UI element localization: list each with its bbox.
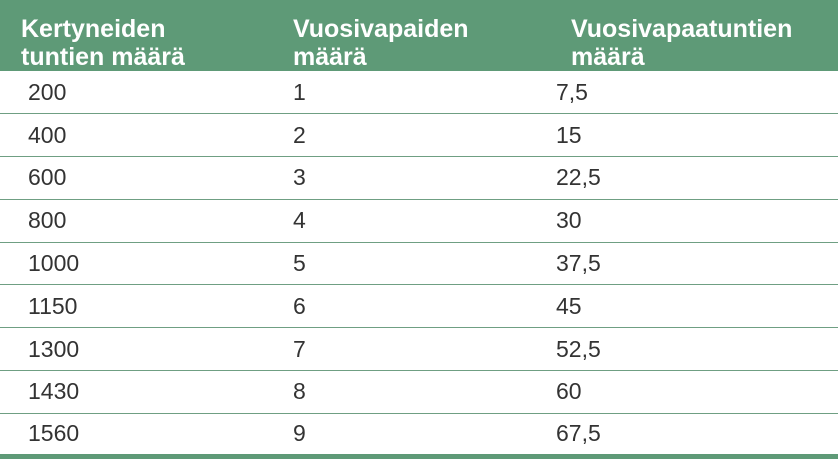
- table-header: Kertyneiden tuntien määrä Vuosivapaiden …: [0, 0, 838, 71]
- cell-vacation-days: 9: [272, 413, 550, 459]
- cell-accrued-hours: 800: [0, 199, 272, 243]
- cell-accrued-hours: 1560: [0, 413, 272, 459]
- cell-vacation-days: 1: [272, 71, 550, 115]
- header-accrued-hours-line1: Kertyneiden: [21, 15, 166, 43]
- header-vacation-hours: Vuosivapaatuntien määrä: [550, 0, 838, 71]
- table-row: 200 1 7,5: [0, 71, 838, 115]
- table-row: 600 3 22,5: [0, 156, 838, 200]
- cell-vacation-hours: 45: [550, 284, 838, 329]
- table-row: 400 2 15: [0, 113, 838, 158]
- cell-vacation-hours: 37,5: [550, 242, 838, 286]
- vacation-hours-table: Kertyneiden tuntien määrä Vuosivapaiden …: [0, 0, 838, 459]
- header-vacation-days: Vuosivapaiden määrä: [272, 0, 550, 71]
- table-row: 1000 5 37,5: [0, 242, 838, 286]
- cell-accrued-hours: 600: [0, 156, 272, 200]
- cell-vacation-days: 8: [272, 370, 550, 414]
- header-vacation-days-line2: määrä: [293, 43, 367, 71]
- cell-accrued-hours: 1430: [0, 370, 272, 414]
- cell-vacation-hours: 30: [550, 199, 838, 243]
- header-accrued-hours: Kertyneiden tuntien määrä: [0, 0, 272, 71]
- header-vacation-days-line1: Vuosivapaiden: [293, 15, 469, 43]
- cell-accrued-hours: 1150: [0, 284, 272, 329]
- cell-vacation-hours: 52,5: [550, 327, 838, 372]
- cell-vacation-hours: 7,5: [550, 71, 838, 115]
- cell-vacation-days: 6: [272, 284, 550, 329]
- cell-vacation-hours: 22,5: [550, 156, 838, 200]
- table-row: 800 4 30: [0, 199, 838, 243]
- header-row: Kertyneiden tuntien määrä Vuosivapaiden …: [0, 0, 838, 71]
- table-body: 200 1 7,5 400 2 15 600 3 22,5 800 4 30 1…: [0, 71, 838, 459]
- header-accrued-hours-line2: tuntien määrä: [21, 43, 185, 71]
- cell-vacation-hours: 60: [550, 370, 838, 414]
- cell-accrued-hours: 200: [0, 71, 272, 115]
- cell-accrued-hours: 1000: [0, 242, 272, 286]
- cell-vacation-days: 3: [272, 156, 550, 200]
- cell-vacation-hours: 15: [550, 113, 838, 158]
- cell-vacation-hours: 67,5: [550, 413, 838, 459]
- cell-accrued-hours: 400: [0, 113, 272, 158]
- cell-vacation-days: 4: [272, 199, 550, 243]
- table-row: 1430 8 60: [0, 370, 838, 414]
- table-row: 1150 6 45: [0, 284, 838, 329]
- table-row: 1560 9 67,5: [0, 413, 838, 459]
- table-row: 1300 7 52,5: [0, 327, 838, 372]
- cell-vacation-days: 7: [272, 327, 550, 372]
- cell-accrued-hours: 1300: [0, 327, 272, 372]
- header-vacation-hours-line1: Vuosivapaatuntien: [571, 15, 793, 43]
- header-vacation-hours-line2: määrä: [571, 43, 645, 71]
- cell-vacation-days: 5: [272, 242, 550, 286]
- cell-vacation-days: 2: [272, 113, 550, 158]
